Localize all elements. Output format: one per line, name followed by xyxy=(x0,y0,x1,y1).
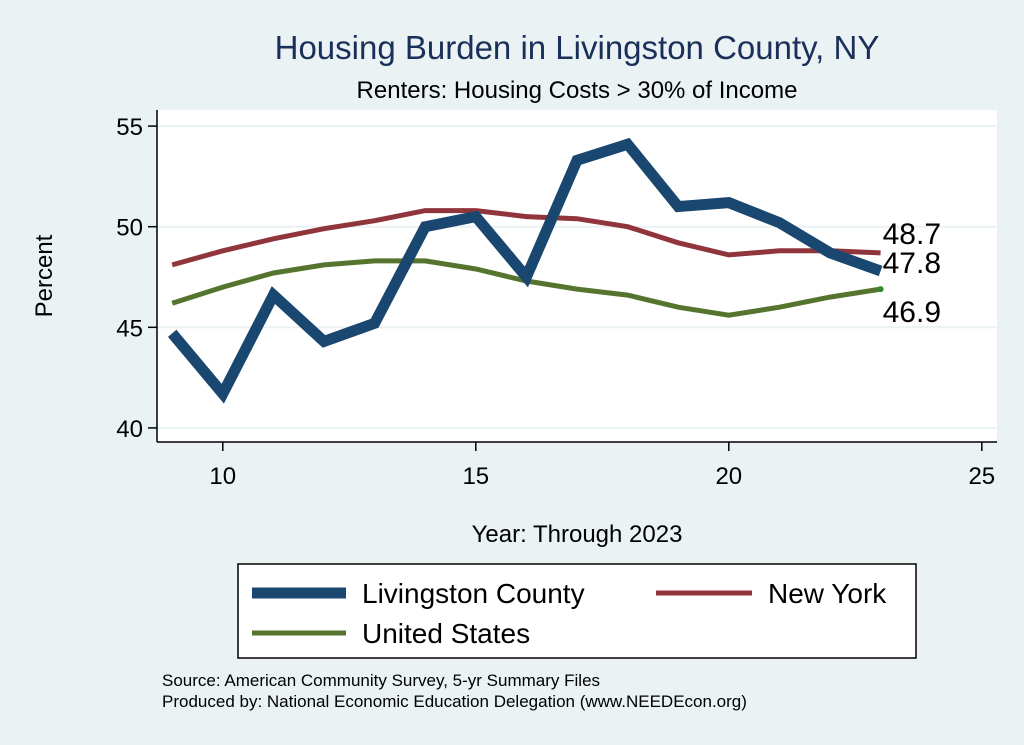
end-label-new-york: 48.7 xyxy=(883,218,941,251)
chart-subtitle: Renters: Housing Costs > 30% of Income xyxy=(357,77,798,104)
x-axis: 10 15 20 25 xyxy=(157,441,997,490)
y-tick-label-45: 45 xyxy=(116,315,143,342)
legend-box xyxy=(237,563,917,659)
end-label-livingston: 47.8 xyxy=(883,247,941,280)
end-labels: 48.747.8 46.9 xyxy=(883,218,941,329)
legend-label-livingston: Livingston County xyxy=(362,578,585,609)
end-label-united-states: 46.9 xyxy=(883,296,941,329)
chart-title: Housing Burden in Livingston County, NY xyxy=(275,29,880,66)
y-tick-label-40: 40 xyxy=(116,416,143,443)
series-endpoint-united-states xyxy=(877,286,884,293)
y-axis: 40 45 50 55 xyxy=(116,110,158,443)
gridlines xyxy=(157,125,997,429)
x-tick-label-25: 25 xyxy=(968,463,995,490)
x-tick-label-20: 20 xyxy=(715,463,742,490)
x-tick-label-10: 10 xyxy=(209,463,236,490)
legend: Livingston County New York United States xyxy=(237,563,917,659)
legend-label-united-states: United States xyxy=(362,618,530,649)
x-tick-label-15: 15 xyxy=(462,463,489,490)
series-layer xyxy=(167,137,884,404)
y-tick-label-50: 50 xyxy=(116,215,143,242)
y-axis-title: Percent xyxy=(31,234,58,317)
y-tick-label-55: 55 xyxy=(116,114,143,141)
series-line-new-york xyxy=(171,208,881,268)
x-axis-title: Year: Through 2023 xyxy=(472,521,683,548)
legend-label-new-york: New York xyxy=(768,578,887,609)
source-note: Source: American Community Survey, 5-yr … xyxy=(162,671,600,690)
series-line-livingston xyxy=(167,137,883,404)
producer-note: Produced by: National Economic Education… xyxy=(162,692,747,711)
